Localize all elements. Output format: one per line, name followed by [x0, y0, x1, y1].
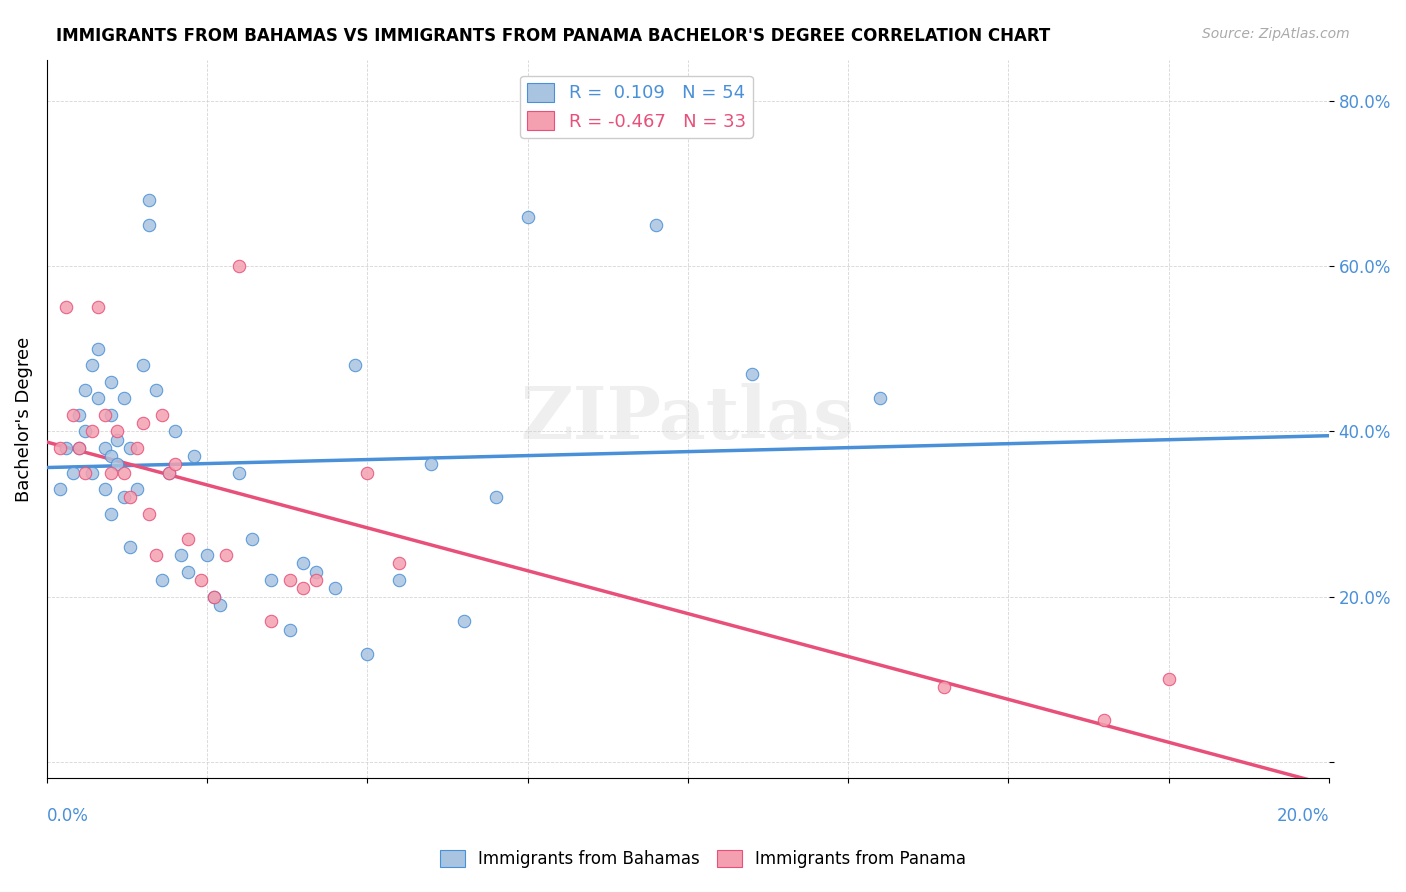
Point [202, 590, 225, 604]
Point [516, 210, 538, 224]
Point [150, 408, 173, 422]
Point [87, 301, 110, 315]
Point [55, 301, 77, 315]
Point [170, 548, 193, 562]
Point [80, 425, 103, 439]
Point [120, 441, 142, 455]
Point [105, 458, 128, 472]
Point [305, 573, 328, 587]
Point [62, 466, 84, 480]
Point [93, 482, 115, 496]
Point [165, 458, 187, 472]
Point [157, 466, 180, 480]
Point [323, 582, 346, 596]
Point [125, 482, 148, 496]
Point [260, 615, 283, 629]
Point [292, 557, 315, 571]
Point [208, 598, 231, 612]
Point [420, 458, 443, 472]
Point [177, 532, 200, 546]
Point [100, 375, 122, 389]
Point [145, 548, 167, 562]
Point [356, 648, 378, 662]
Point [388, 557, 411, 571]
Point [48, 441, 70, 455]
Point [869, 392, 891, 406]
Legend: R =  0.109   N = 54, R = -0.467   N = 33: R = 0.109 N = 54, R = -0.467 N = 33 [520, 76, 754, 138]
Point [75, 466, 97, 480]
Point [87, 342, 110, 356]
Point [157, 466, 180, 480]
Point [228, 466, 250, 480]
Point [125, 441, 148, 455]
Point [105, 425, 128, 439]
Point [280, 573, 302, 587]
Point [100, 507, 122, 521]
Point [215, 548, 238, 562]
Point [343, 358, 366, 372]
Point [190, 573, 212, 587]
Point [138, 507, 160, 521]
Point [93, 441, 115, 455]
Point [87, 392, 110, 406]
Point [112, 491, 135, 505]
Text: ZIPatlas: ZIPatlas [520, 384, 855, 454]
Point [356, 466, 378, 480]
Point [100, 466, 122, 480]
Point [67, 441, 90, 455]
Point [177, 565, 200, 579]
Point [240, 532, 263, 546]
Point [67, 441, 90, 455]
Point [93, 408, 115, 422]
Point [75, 383, 97, 397]
Point [934, 681, 956, 695]
Point [741, 367, 763, 381]
Point [67, 408, 90, 422]
Point [280, 623, 302, 637]
Y-axis label: Bachelor's Degree: Bachelor's Degree [15, 336, 32, 501]
Point [48, 482, 70, 496]
Point [150, 573, 173, 587]
Point [228, 259, 250, 273]
Point [80, 358, 103, 372]
Point [453, 615, 475, 629]
Text: Source: ZipAtlas.com: Source: ZipAtlas.com [1202, 27, 1350, 41]
Point [202, 590, 225, 604]
Point [195, 548, 218, 562]
Point [55, 441, 77, 455]
Point [484, 491, 506, 505]
Text: IMMIGRANTS FROM BAHAMAS VS IMMIGRANTS FROM PANAMA BACHELOR'S DEGREE CORRELATION : IMMIGRANTS FROM BAHAMAS VS IMMIGRANTS FR… [56, 27, 1050, 45]
Point [292, 582, 315, 596]
Point [105, 433, 128, 447]
Point [145, 383, 167, 397]
Point [138, 218, 160, 232]
Point [100, 449, 122, 463]
Point [120, 491, 142, 505]
Point [120, 540, 142, 554]
Point [80, 466, 103, 480]
Point [75, 425, 97, 439]
Point [138, 193, 160, 207]
Point [1157, 672, 1180, 686]
Point [165, 425, 187, 439]
Point [62, 408, 84, 422]
Text: 0.0%: 0.0% [46, 807, 89, 825]
Legend: Immigrants from Bahamas, Immigrants from Panama: Immigrants from Bahamas, Immigrants from… [433, 843, 973, 875]
Point [112, 466, 135, 480]
Point [100, 408, 122, 422]
Point [388, 573, 411, 587]
Point [183, 449, 205, 463]
Point [132, 358, 155, 372]
Point [112, 392, 135, 406]
Point [644, 218, 666, 232]
Point [1094, 714, 1116, 728]
Point [260, 573, 283, 587]
Point [305, 565, 328, 579]
Text: 20.0%: 20.0% [1277, 807, 1329, 825]
Point [132, 416, 155, 430]
